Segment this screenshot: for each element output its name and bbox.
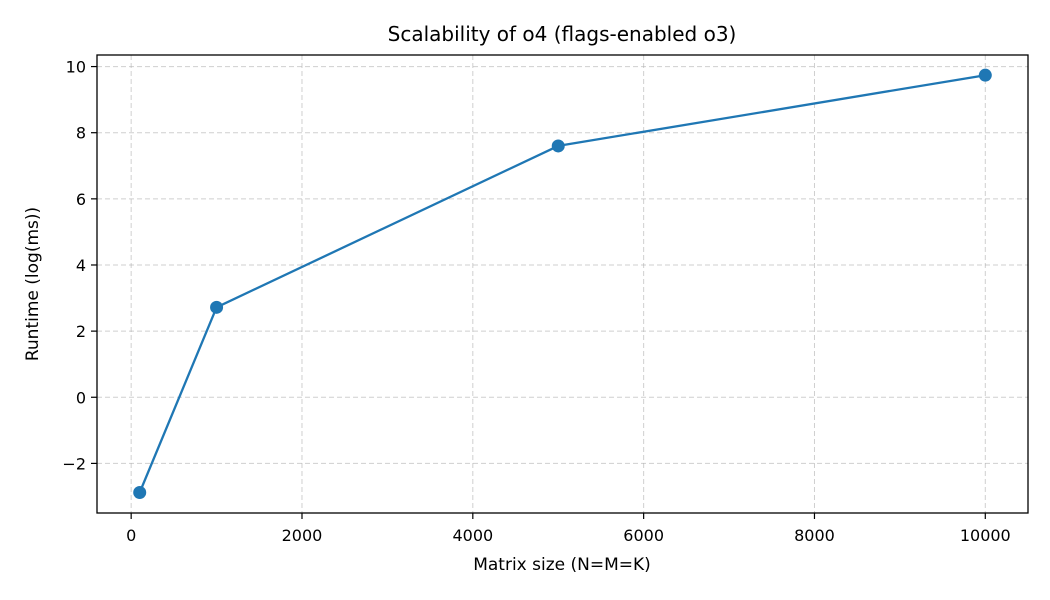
x-axis-label: Matrix size (N=M=K) bbox=[473, 555, 651, 575]
x-axis-ticks: 0 2000 4000 6000 8000 10000 bbox=[126, 513, 1011, 545]
x-tick-label: 6000 bbox=[623, 526, 664, 545]
x-tick-label: 4000 bbox=[452, 526, 493, 545]
plot-area-frame bbox=[96, 54, 1029, 514]
y-tick-label: −2 bbox=[62, 454, 86, 473]
y-axis-label: Runtime (log(ms)) bbox=[23, 207, 43, 361]
y-tick-label: 10 bbox=[66, 58, 86, 77]
series-layer bbox=[133, 68, 992, 499]
y-tick-label: 0 bbox=[76, 388, 86, 407]
x-tick-label: 0 bbox=[126, 526, 136, 545]
x-tick-label: 10000 bbox=[960, 526, 1011, 545]
y-tick-label: 2 bbox=[76, 322, 86, 341]
y-tick-label: 6 bbox=[76, 190, 86, 209]
chart-title: Scalability of o4 (flags-enabled o3) bbox=[388, 22, 737, 46]
data-point bbox=[551, 139, 565, 153]
y-tick-label: 4 bbox=[76, 256, 86, 275]
data-point bbox=[133, 485, 147, 499]
x-tick-label: 8000 bbox=[794, 526, 835, 545]
data-point bbox=[210, 300, 224, 314]
grid bbox=[97, 55, 1028, 513]
x-tick-label: 2000 bbox=[282, 526, 323, 545]
data-point bbox=[978, 68, 992, 82]
series-line bbox=[138, 74, 986, 493]
y-axis-ticks: −2 0 2 4 6 8 10 bbox=[62, 58, 97, 473]
y-tick-label: 8 bbox=[76, 124, 86, 143]
